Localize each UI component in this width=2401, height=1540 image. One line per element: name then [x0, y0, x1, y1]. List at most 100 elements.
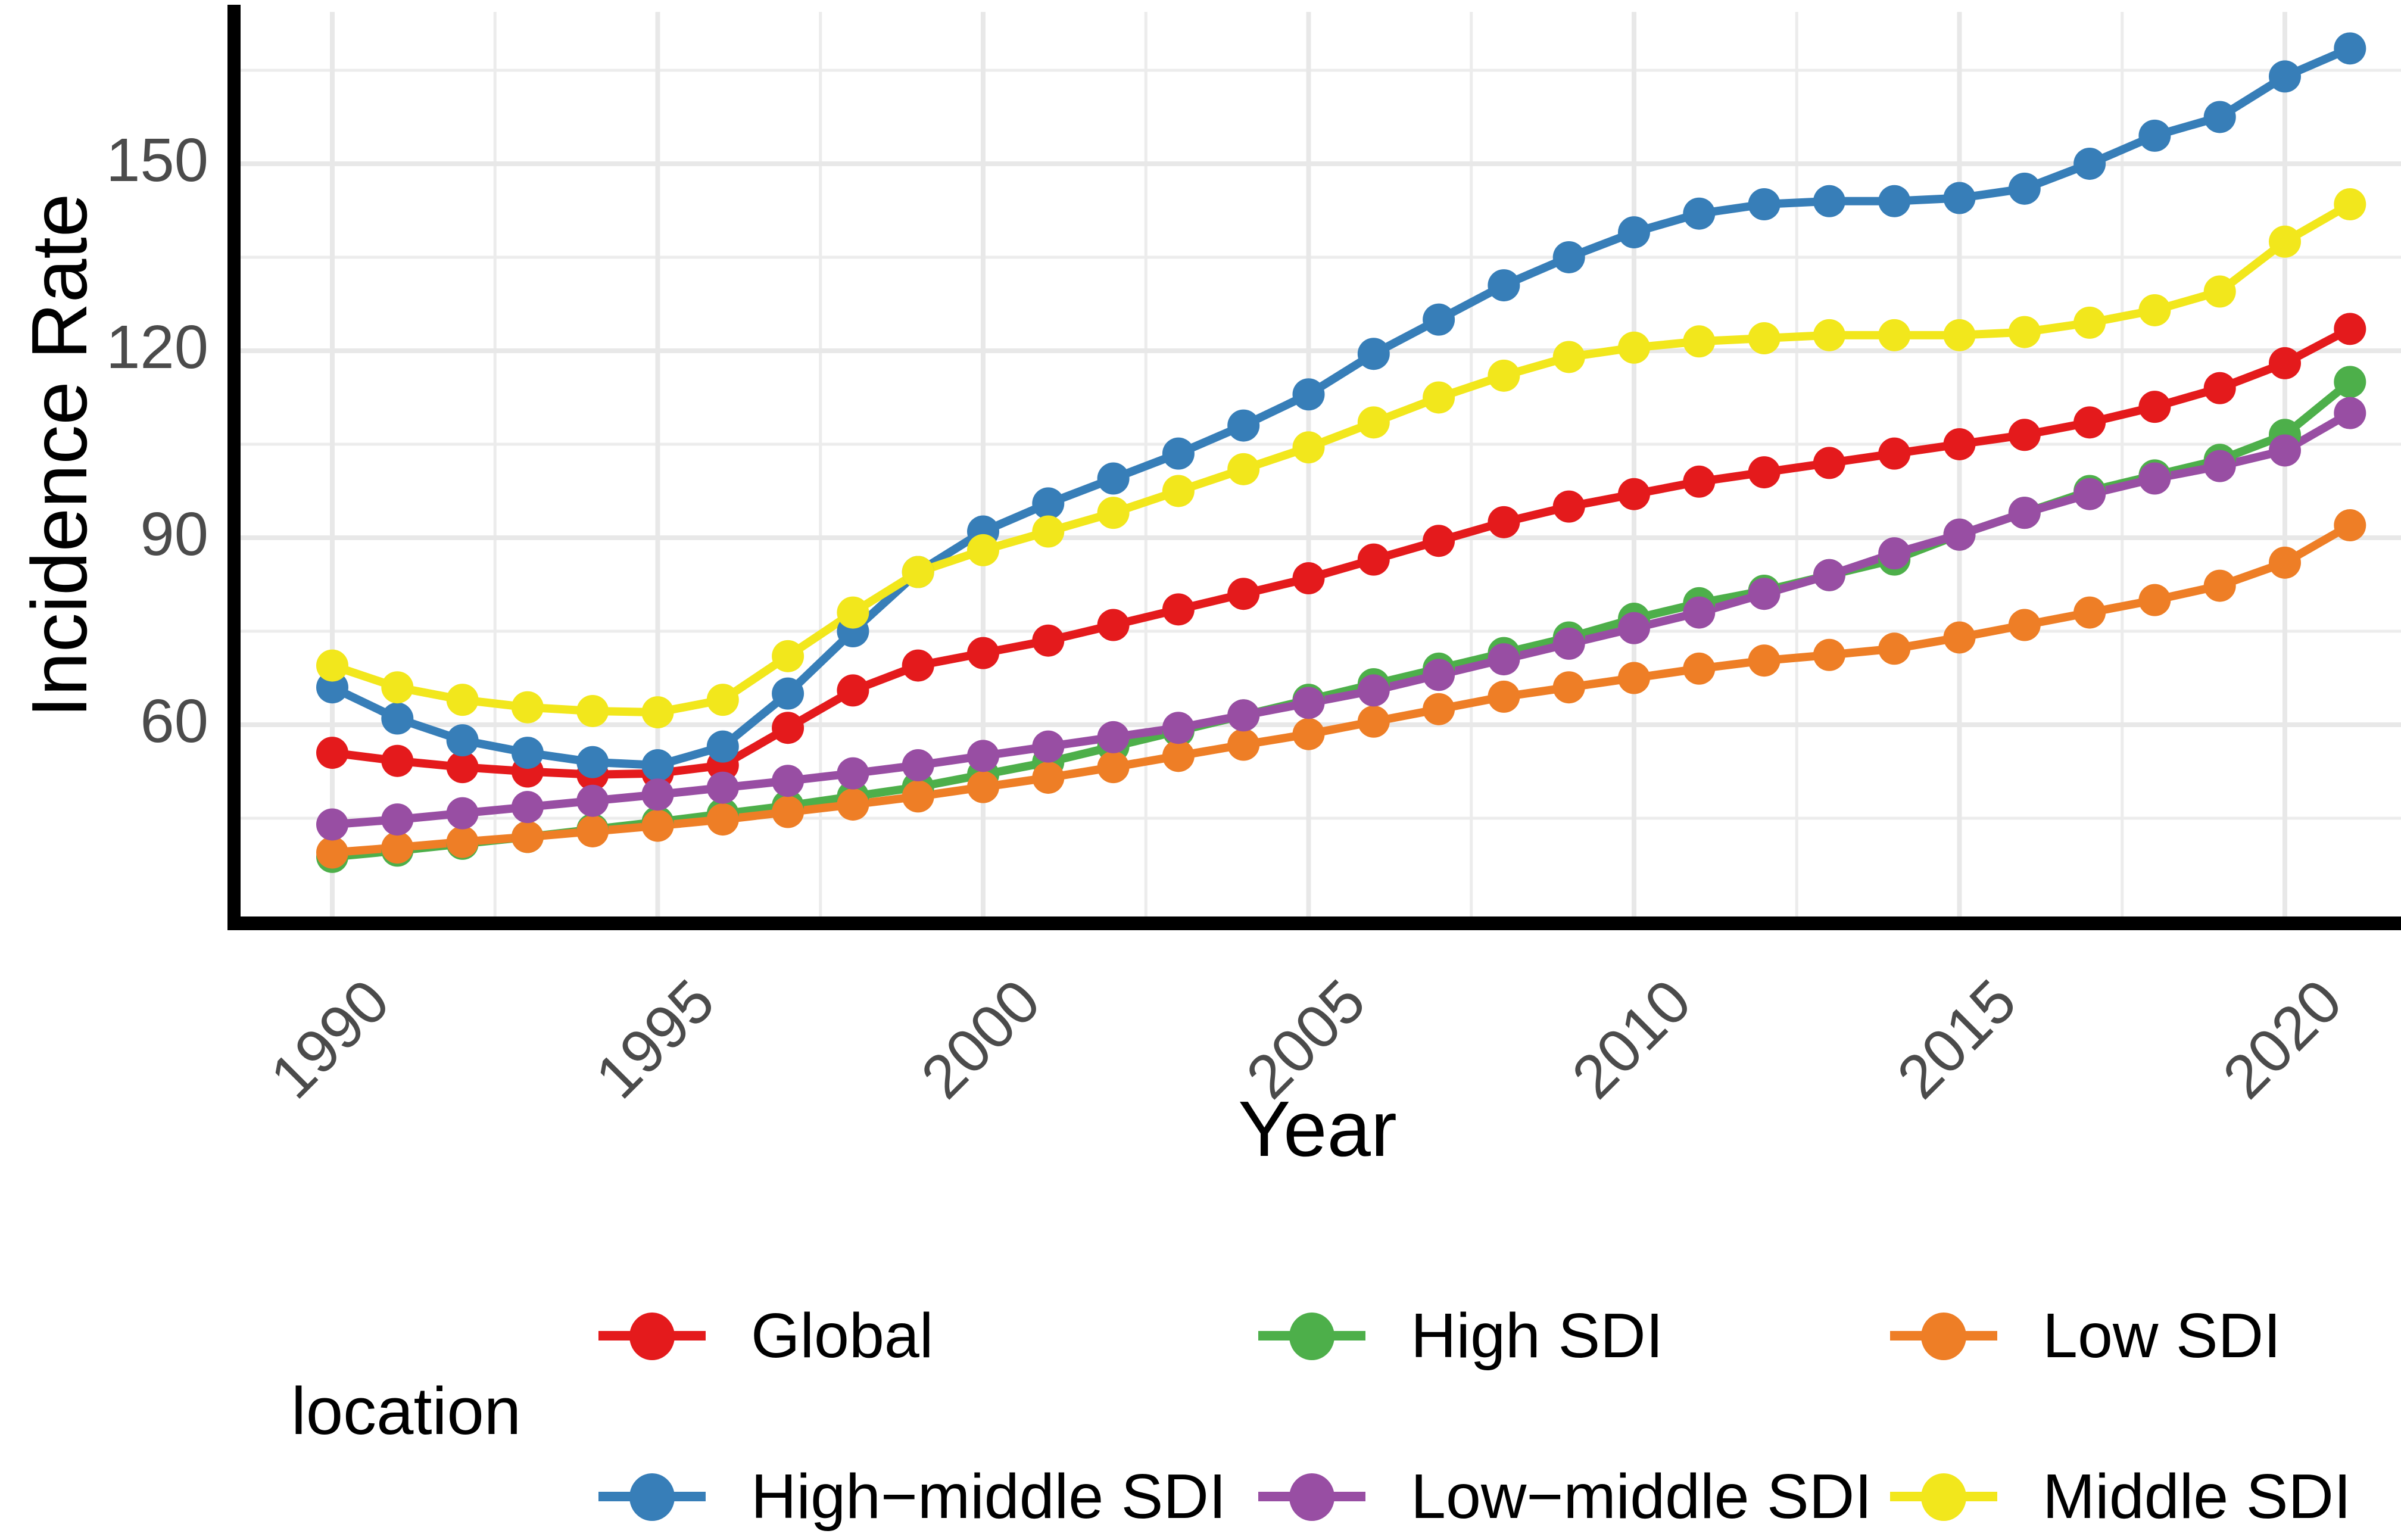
series-point-High−middle SDI — [511, 737, 544, 769]
series-point-Low−middle SDI — [1292, 687, 1325, 719]
series-point-Global — [772, 712, 805, 744]
series-point-Low−middle SDI — [381, 803, 414, 836]
series-point-Low SDI — [1292, 718, 1325, 750]
series-point-Global — [1357, 543, 1390, 576]
series-point-Middle SDI — [1423, 381, 1455, 414]
series-point-Low−middle SDI — [1097, 721, 1130, 753]
series-point-Global — [1292, 562, 1325, 595]
series-point-Global — [1423, 525, 1455, 557]
series-point-High−middle SDI — [706, 730, 739, 763]
series-point-Middle SDI — [1357, 406, 1390, 439]
series-point-Global — [2008, 419, 2041, 451]
series-point-Low SDI — [1813, 638, 1845, 671]
series-point-Global — [2203, 372, 2236, 404]
series-point-Global — [1878, 437, 1911, 470]
series-point-Low SDI — [2008, 609, 2041, 641]
series-point-Low−middle SDI — [1552, 627, 1585, 660]
series-point-Global — [1227, 578, 1260, 610]
legend-item: Global — [598, 1291, 933, 1380]
series-point-Middle SDI — [2138, 294, 2171, 326]
series-point-Low−middle SDI — [1423, 659, 1455, 691]
series-point-Global — [1162, 593, 1195, 626]
series-point-Low SDI — [1423, 693, 1455, 725]
series-point-Global — [1032, 624, 1065, 657]
series-point-Low SDI — [1618, 662, 1650, 694]
series-point-High−middle SDI — [2203, 101, 2236, 133]
series-point-Low SDI — [706, 803, 739, 836]
series-point-Global — [902, 649, 934, 682]
series-point-Low SDI — [772, 796, 805, 828]
legend-key-dot-icon — [1921, 1313, 1966, 1360]
series-point-Low SDI — [902, 780, 934, 813]
legend-title: location — [291, 1374, 522, 1448]
series-point-High−middle SDI — [1162, 437, 1195, 470]
series-point-Low SDI — [1748, 644, 1781, 677]
series-point-High−middle SDI — [1943, 182, 1976, 214]
series-point-Middle SDI — [837, 596, 869, 629]
series-point-High−middle SDI — [1618, 216, 1650, 249]
series-point-Global — [1097, 609, 1130, 641]
x-axis-title: Year — [1238, 1085, 1397, 1173]
y-tick-label: 60 — [140, 687, 208, 756]
series-point-High−middle SDI — [1292, 378, 1325, 411]
y-tick-label: 120 — [106, 313, 208, 382]
series-point-Global — [1488, 506, 1520, 538]
series-point-Low−middle SDI — [2269, 434, 2301, 467]
series-point-Low−middle SDI — [2334, 397, 2366, 429]
legend-item: Low−middle SDI — [1258, 1452, 1872, 1540]
series-point-Low−middle SDI — [1357, 674, 1390, 707]
series-point-Low SDI — [1943, 621, 1976, 654]
series-point-Middle SDI — [1488, 359, 1520, 392]
legend-item-label: High SDI — [1411, 1300, 1664, 1371]
series-point-Middle SDI — [381, 671, 414, 704]
series-point-Low−middle SDI — [1618, 612, 1650, 644]
series-point-Middle SDI — [1618, 331, 1650, 364]
series-point-Middle SDI — [1552, 341, 1585, 373]
series-point-Middle SDI — [967, 534, 999, 566]
series-point-Middle SDI — [2334, 188, 2366, 221]
series-point-Middle SDI — [511, 691, 544, 724]
y-axis-spine — [227, 5, 241, 930]
series-point-Low SDI — [1032, 761, 1065, 794]
series-point-High−middle SDI — [1878, 185, 1911, 217]
series-point-High−middle SDI — [1097, 462, 1130, 495]
series-point-Low SDI — [1357, 705, 1390, 738]
legend-item: High−middle SDI — [598, 1452, 1226, 1540]
legend-key-dot-icon — [1289, 1473, 1334, 1521]
series-point-Global — [2138, 391, 2171, 423]
series-point-Middle SDI — [1162, 475, 1195, 507]
series-point-Low−middle SDI — [1032, 730, 1065, 763]
legend-key-dot-icon — [1921, 1473, 1966, 1521]
x-axis-spine — [227, 916, 2401, 930]
series-point-Low−middle SDI — [2073, 478, 2106, 510]
series-point-Low SDI — [967, 771, 999, 803]
series-point-Global — [2073, 406, 2106, 439]
series-point-High−middle SDI — [576, 746, 609, 778]
series-point-Low−middle SDI — [1878, 537, 1911, 570]
series-point-Low−middle SDI — [967, 740, 999, 772]
legend-key — [1890, 1291, 1997, 1380]
legend-key — [1258, 1452, 1365, 1540]
series-point-Low−middle SDI — [576, 784, 609, 817]
series-point-High−middle SDI — [1683, 197, 1716, 230]
series-point-Low SDI — [446, 825, 479, 858]
legend-key-dot-icon — [1289, 1313, 1334, 1360]
series-point-Low SDI — [1552, 671, 1585, 704]
series-point-Middle SDI — [446, 684, 479, 716]
series-point-Middle SDI — [1813, 319, 1845, 351]
series-point-Low SDI — [837, 788, 869, 821]
y-axis-title: Incidence Rate — [15, 193, 103, 718]
series-point-Middle SDI — [1292, 431, 1325, 464]
legend-item-label: Global — [751, 1300, 934, 1371]
series-point-High−middle SDI — [446, 724, 479, 757]
series-point-Middle SDI — [2269, 225, 2301, 258]
series-point-Middle SDI — [1748, 322, 1781, 355]
series-point-High−middle SDI — [2334, 32, 2366, 65]
series-point-High−middle SDI — [2008, 172, 2041, 205]
series-point-Global — [1552, 490, 1585, 523]
series-point-Middle SDI — [1097, 497, 1130, 529]
series-point-Low−middle SDI — [2008, 497, 2041, 529]
series-point-Low−middle SDI — [1813, 559, 1845, 591]
series-point-Middle SDI — [706, 684, 739, 716]
series-line-Middle SDI — [330, 200, 2352, 717]
